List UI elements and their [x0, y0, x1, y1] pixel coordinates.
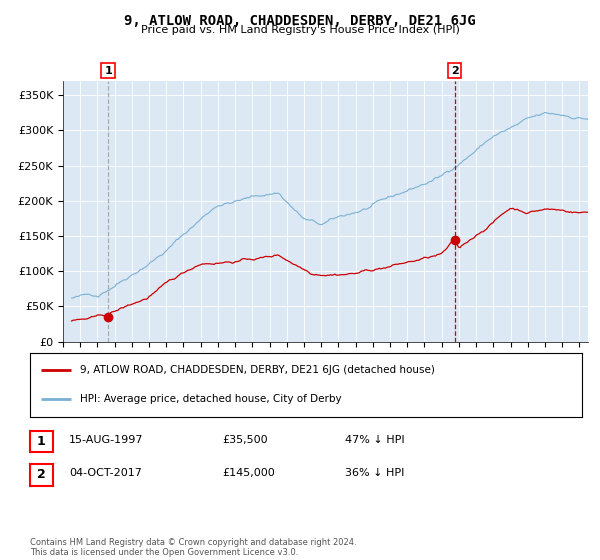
Text: 36% ↓ HPI: 36% ↓ HPI: [345, 468, 404, 478]
Text: 1: 1: [104, 66, 112, 76]
Text: 9, ATLOW ROAD, CHADDESDEN, DERBY, DE21 6JG (detached house): 9, ATLOW ROAD, CHADDESDEN, DERBY, DE21 6…: [80, 365, 434, 375]
Text: 9, ATLOW ROAD, CHADDESDEN, DERBY, DE21 6JG: 9, ATLOW ROAD, CHADDESDEN, DERBY, DE21 6…: [124, 14, 476, 28]
Text: HPI: Average price, detached house, City of Derby: HPI: Average price, detached house, City…: [80, 394, 341, 404]
Text: 1: 1: [37, 435, 46, 448]
Text: £145,000: £145,000: [222, 468, 275, 478]
Text: £35,500: £35,500: [222, 435, 268, 445]
Text: 15-AUG-1997: 15-AUG-1997: [69, 435, 143, 445]
Text: 47% ↓ HPI: 47% ↓ HPI: [345, 435, 404, 445]
Text: 04-OCT-2017: 04-OCT-2017: [69, 468, 142, 478]
Text: 2: 2: [37, 468, 46, 482]
Text: Contains HM Land Registry data © Crown copyright and database right 2024.
This d: Contains HM Land Registry data © Crown c…: [30, 538, 356, 557]
Text: Price paid vs. HM Land Registry's House Price Index (HPI): Price paid vs. HM Land Registry's House …: [140, 25, 460, 35]
Text: 2: 2: [451, 66, 458, 76]
